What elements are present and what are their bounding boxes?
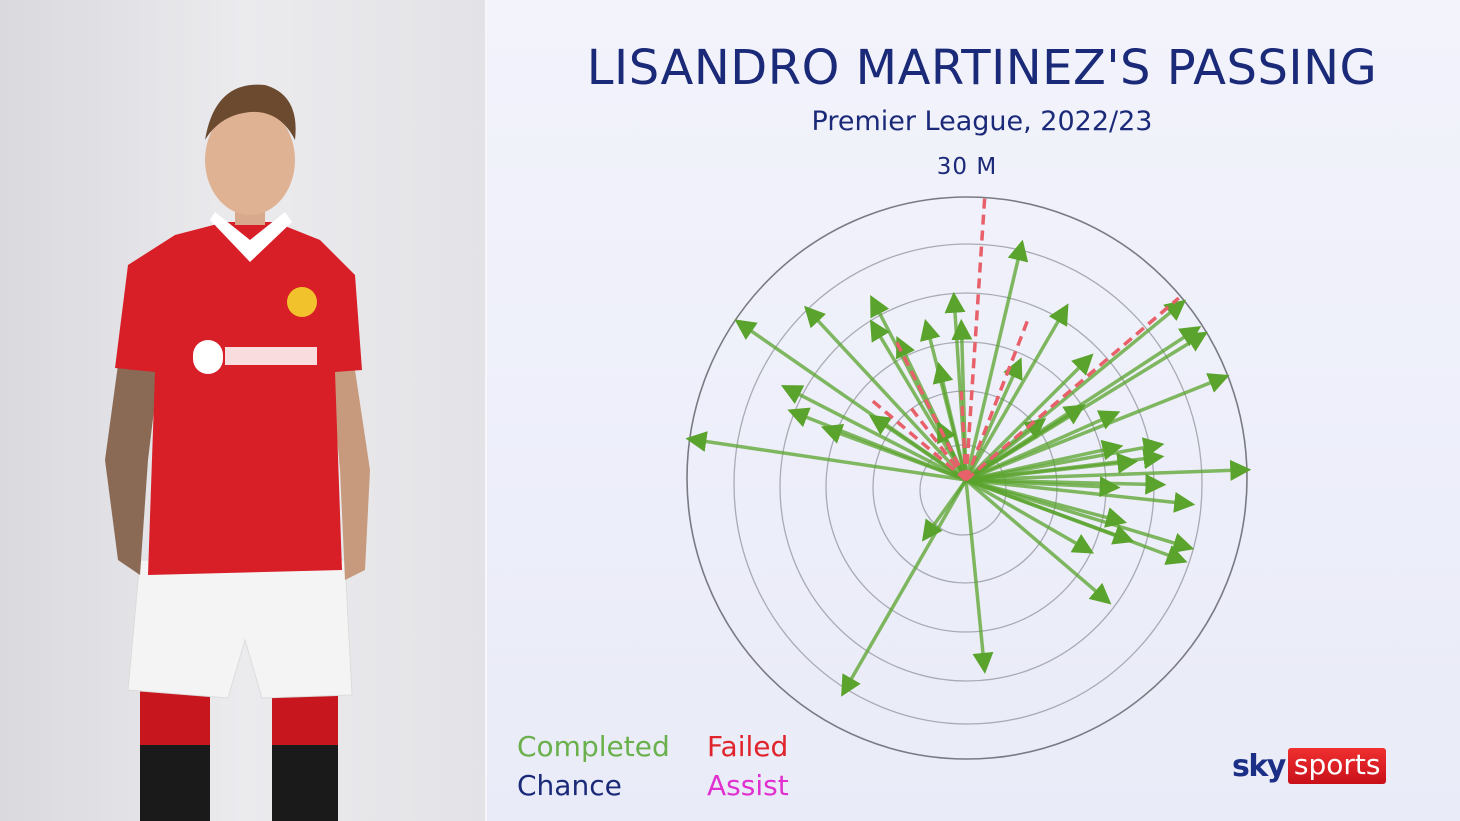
pass-completed: [965, 473, 1167, 495]
pass-completed: [965, 437, 1165, 482]
player-figure: [105, 84, 370, 821]
pass-failed: [867, 396, 968, 482]
legend-failed: Failed: [707, 730, 789, 763]
legend-completed: Completed: [517, 730, 670, 763]
pass-completed: [965, 478, 1195, 554]
pass-completed: [965, 373, 1230, 482]
pass-completed: [965, 459, 1252, 482]
pass-completed: [734, 319, 967, 482]
pass-completed: [964, 479, 994, 674]
pass-completed: [920, 318, 968, 481]
pass-completed: [685, 431, 967, 482]
pass-completed: [965, 326, 1202, 482]
pass-completed: [964, 303, 1069, 481]
pass-failed: [893, 338, 968, 481]
logo-sky: sky: [1232, 748, 1286, 784]
pass-completed: [804, 305, 968, 482]
legend-assist: Assist: [707, 769, 789, 802]
pass-completed: [965, 478, 1188, 565]
player-photo: [0, 0, 485, 821]
pass-completed: [964, 478, 1112, 605]
chart-title: LISANDRO MARTINEZ'S PASSING: [586, 40, 1378, 96]
pass-completed: [787, 407, 967, 482]
radius-scale-label: 30 M: [936, 154, 998, 180]
ring-25m: [733, 243, 1203, 725]
pass-completed: [965, 478, 1196, 513]
pass-completed: [841, 479, 968, 697]
pass-failed: [964, 296, 1180, 482]
pass-completed: [869, 319, 968, 481]
chart-panel: [485, 0, 1460, 821]
logo-sports: sports: [1287, 748, 1387, 784]
pass-completed: [965, 478, 1095, 554]
sky-sports-logo: sky sports: [1232, 748, 1387, 784]
pass-completed: [780, 385, 967, 482]
pass-completed: [964, 353, 1094, 482]
pass-completed: [965, 448, 1165, 482]
pass-completed: [944, 291, 968, 481]
pass-completed: [964, 299, 1187, 482]
pass-completed: [964, 239, 1029, 481]
legend-chance: Chance: [517, 769, 622, 802]
pass-failed: [964, 319, 1030, 481]
chart-subtitle: Premier League, 2022/23: [811, 106, 1153, 137]
pass-failed: [959, 391, 968, 481]
